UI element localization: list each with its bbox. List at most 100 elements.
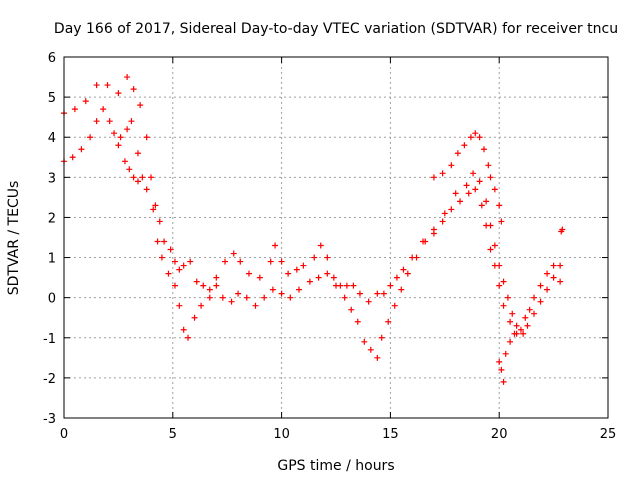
data-points bbox=[61, 74, 566, 385]
data-point bbox=[465, 190, 472, 197]
data-point bbox=[467, 134, 474, 141]
data-point bbox=[413, 254, 420, 261]
data-point bbox=[154, 238, 161, 245]
data-point bbox=[472, 130, 479, 137]
data-point bbox=[504, 294, 511, 301]
data-point bbox=[213, 274, 220, 281]
x-tick-label: 20 bbox=[491, 427, 508, 442]
y-tick-label: 3 bbox=[48, 171, 56, 186]
data-point bbox=[531, 294, 538, 301]
data-point bbox=[278, 290, 285, 297]
data-point bbox=[198, 302, 205, 309]
data-point bbox=[356, 290, 363, 297]
data-point bbox=[461, 142, 468, 149]
data-point bbox=[491, 262, 498, 269]
data-point bbox=[130, 86, 137, 93]
data-point bbox=[180, 262, 187, 269]
data-point bbox=[317, 242, 324, 249]
x-tick-label: 0 bbox=[60, 427, 68, 442]
data-point bbox=[272, 242, 279, 249]
data-point bbox=[165, 270, 172, 277]
data-point bbox=[361, 338, 368, 345]
data-point bbox=[296, 286, 303, 293]
data-point bbox=[393, 274, 400, 281]
data-point bbox=[185, 334, 192, 341]
data-point bbox=[457, 198, 464, 205]
data-point bbox=[100, 106, 107, 113]
tick-labels: 0 5 10 15 20 25 -3 -2 -1 0 1 2 3 4 5 6 bbox=[43, 51, 616, 442]
data-point bbox=[137, 102, 144, 109]
data-point bbox=[463, 182, 470, 189]
data-point bbox=[134, 178, 141, 185]
data-point bbox=[235, 290, 242, 297]
data-point bbox=[111, 130, 118, 137]
data-point bbox=[380, 290, 387, 297]
data-point bbox=[509, 310, 516, 317]
data-point bbox=[115, 142, 122, 149]
data-point bbox=[544, 270, 551, 277]
data-point bbox=[245, 270, 252, 277]
data-point bbox=[550, 274, 557, 281]
data-point bbox=[502, 350, 509, 357]
data-point bbox=[478, 202, 485, 209]
data-point bbox=[480, 146, 487, 153]
data-point bbox=[422, 238, 429, 245]
data-point bbox=[237, 258, 244, 265]
data-point bbox=[511, 330, 518, 337]
data-point bbox=[124, 126, 131, 133]
data-point bbox=[150, 206, 157, 213]
series bbox=[115, 130, 566, 385]
data-point bbox=[537, 282, 544, 289]
data-point bbox=[520, 330, 527, 337]
data-point bbox=[293, 266, 300, 273]
y-tick-label: 4 bbox=[48, 131, 56, 146]
data-point bbox=[378, 334, 385, 341]
data-point bbox=[176, 266, 183, 273]
data-point bbox=[448, 162, 455, 169]
data-point bbox=[148, 174, 155, 181]
y-axis-label: SDTVAR / TECUs bbox=[6, 181, 22, 296]
data-point bbox=[228, 298, 235, 305]
data-point bbox=[391, 302, 398, 309]
y-tick-label: -1 bbox=[43, 332, 56, 347]
data-point bbox=[439, 170, 446, 177]
data-point bbox=[106, 118, 113, 125]
data-point bbox=[306, 278, 313, 285]
data-point bbox=[483, 198, 490, 205]
data-point bbox=[387, 282, 394, 289]
data-point bbox=[350, 282, 357, 289]
data-point bbox=[311, 254, 318, 261]
y-tick-label: 0 bbox=[48, 292, 56, 307]
data-point bbox=[485, 162, 492, 169]
data-point bbox=[324, 270, 331, 277]
data-point bbox=[82, 98, 89, 105]
data-point bbox=[470, 170, 477, 177]
plot-frame bbox=[63, 56, 609, 419]
data-point bbox=[256, 274, 263, 281]
data-point bbox=[315, 274, 322, 281]
data-point bbox=[126, 166, 133, 173]
data-point bbox=[454, 150, 461, 157]
data-point bbox=[267, 258, 274, 265]
data-point bbox=[87, 134, 94, 141]
series bbox=[61, 74, 564, 333]
y-tick-label: -2 bbox=[43, 372, 56, 387]
data-point bbox=[206, 294, 213, 301]
data-point bbox=[526, 306, 533, 313]
data-point bbox=[78, 146, 85, 153]
data-point bbox=[252, 302, 259, 309]
data-point bbox=[171, 282, 178, 289]
data-point bbox=[522, 314, 529, 321]
data-point bbox=[143, 134, 150, 141]
data-point bbox=[143, 186, 150, 193]
data-point bbox=[498, 366, 505, 373]
data-point bbox=[524, 322, 531, 329]
data-point bbox=[287, 294, 294, 301]
data-point bbox=[115, 90, 122, 97]
data-point bbox=[104, 82, 111, 89]
data-point bbox=[121, 158, 128, 165]
data-point bbox=[517, 326, 524, 333]
data-point bbox=[213, 282, 220, 289]
